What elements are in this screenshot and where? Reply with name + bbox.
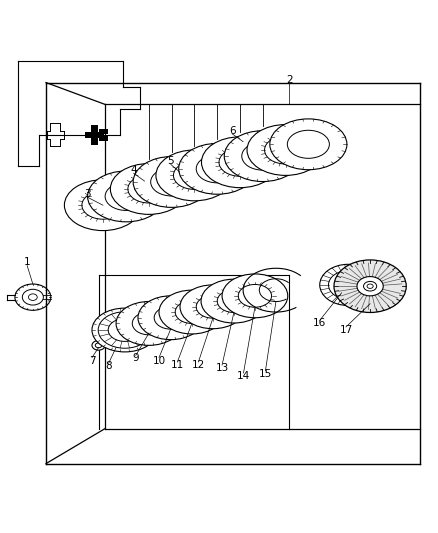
Ellipse shape <box>82 191 124 219</box>
Ellipse shape <box>92 341 105 350</box>
Ellipse shape <box>133 157 210 207</box>
Ellipse shape <box>98 312 152 348</box>
Ellipse shape <box>328 271 368 299</box>
Text: 6: 6 <box>229 126 236 136</box>
Ellipse shape <box>222 274 288 318</box>
Ellipse shape <box>224 131 301 182</box>
Ellipse shape <box>92 308 158 352</box>
Ellipse shape <box>132 312 166 335</box>
Ellipse shape <box>265 136 307 164</box>
Ellipse shape <box>196 295 230 318</box>
Ellipse shape <box>88 171 165 222</box>
Text: 4: 4 <box>130 165 137 175</box>
Text: 15: 15 <box>259 369 272 379</box>
Ellipse shape <box>151 168 193 196</box>
Bar <box>91 125 98 145</box>
Ellipse shape <box>108 319 141 342</box>
Ellipse shape <box>242 142 284 170</box>
Ellipse shape <box>201 279 267 323</box>
Ellipse shape <box>287 130 329 158</box>
Ellipse shape <box>357 277 383 296</box>
Text: 5: 5 <box>167 156 174 166</box>
Text: 17: 17 <box>339 325 353 335</box>
Ellipse shape <box>119 326 131 334</box>
Ellipse shape <box>138 296 204 340</box>
Text: 11: 11 <box>171 360 184 370</box>
Text: 7: 7 <box>88 356 95 366</box>
Ellipse shape <box>238 285 272 307</box>
Text: 2: 2 <box>286 75 293 85</box>
Bar <box>99 130 108 134</box>
Ellipse shape <box>180 285 246 329</box>
Ellipse shape <box>175 301 208 324</box>
Text: 10: 10 <box>152 356 166 366</box>
Ellipse shape <box>247 125 324 175</box>
Ellipse shape <box>201 137 279 188</box>
Ellipse shape <box>270 119 347 169</box>
Text: 13: 13 <box>215 363 229 373</box>
Text: 3: 3 <box>84 189 91 199</box>
Ellipse shape <box>217 290 251 312</box>
Bar <box>85 133 104 138</box>
Ellipse shape <box>179 143 256 194</box>
Ellipse shape <box>173 161 215 189</box>
Ellipse shape <box>110 164 187 214</box>
Bar <box>99 136 108 141</box>
Ellipse shape <box>196 155 238 183</box>
Ellipse shape <box>367 284 373 288</box>
Ellipse shape <box>159 290 225 334</box>
Text: 14: 14 <box>237 371 250 381</box>
Ellipse shape <box>128 175 170 203</box>
Text: 9: 9 <box>132 353 139 364</box>
Ellipse shape <box>364 281 377 291</box>
Ellipse shape <box>95 343 102 348</box>
Ellipse shape <box>334 260 406 312</box>
Text: 12: 12 <box>192 360 205 370</box>
Ellipse shape <box>105 182 147 211</box>
Ellipse shape <box>219 148 261 176</box>
Ellipse shape <box>156 150 233 201</box>
Text: 16: 16 <box>313 318 326 328</box>
Ellipse shape <box>64 180 141 231</box>
Text: 1: 1 <box>24 257 31 267</box>
Ellipse shape <box>116 302 182 345</box>
Text: 8: 8 <box>105 361 112 372</box>
Ellipse shape <box>154 306 187 329</box>
Ellipse shape <box>320 264 377 305</box>
